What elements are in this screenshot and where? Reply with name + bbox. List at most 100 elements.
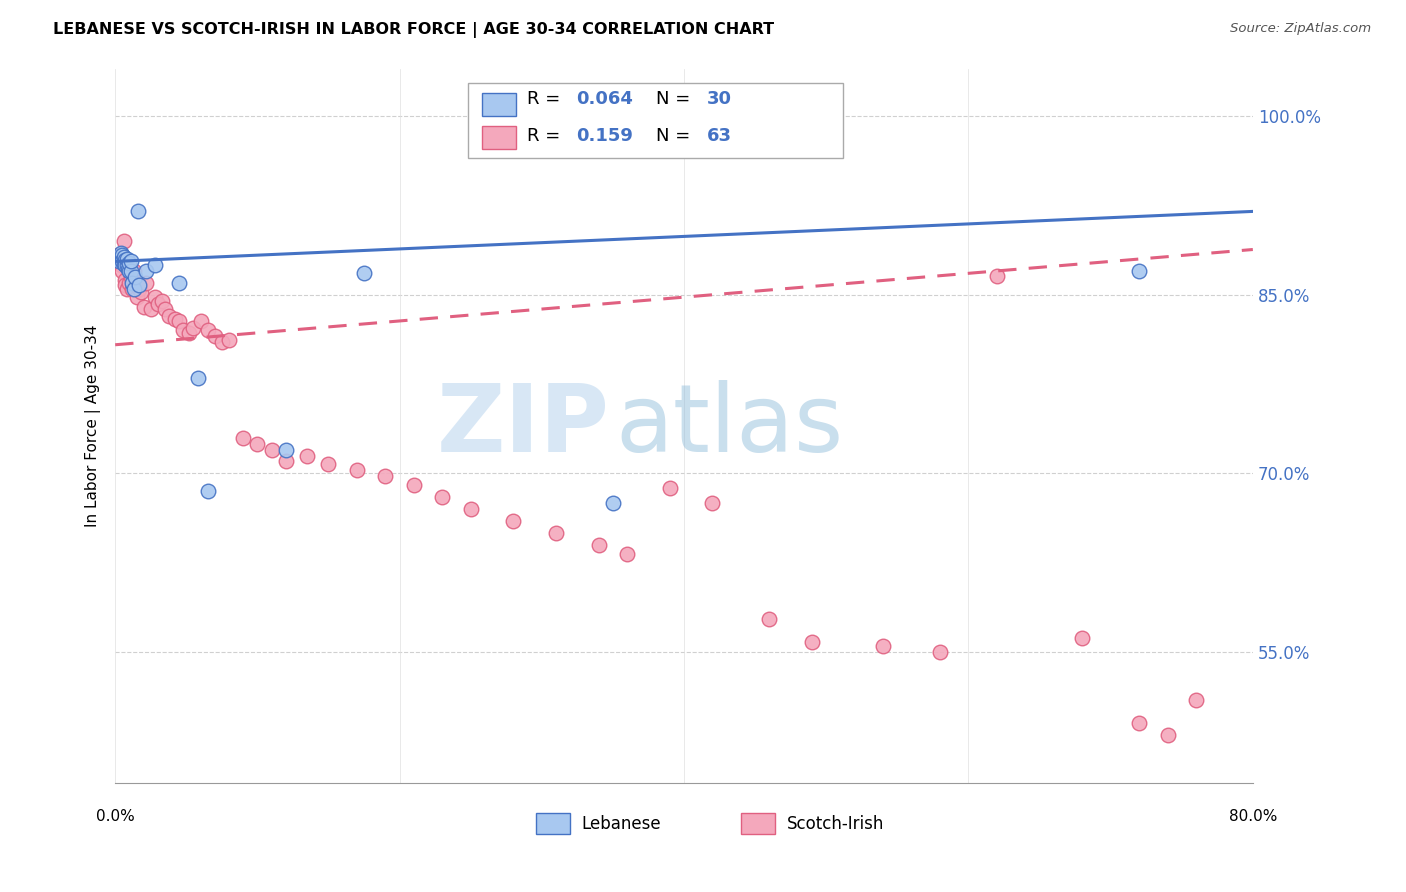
Point	[153, 301, 176, 316]
Point	[204, 329, 226, 343]
Point	[544, 525, 567, 540]
Point	[167, 276, 190, 290]
Point	[658, 481, 681, 495]
Point	[346, 463, 368, 477]
Point	[190, 314, 212, 328]
Point	[986, 268, 1008, 283]
Text: 0.159: 0.159	[576, 128, 633, 145]
Point	[132, 300, 155, 314]
Point	[758, 612, 780, 626]
Text: 80.0%: 80.0%	[1229, 809, 1277, 824]
Point	[127, 276, 149, 290]
Point	[124, 269, 146, 284]
Point	[143, 290, 166, 304]
Point	[602, 496, 624, 510]
Point	[115, 282, 138, 296]
Point	[274, 454, 297, 468]
Point	[139, 301, 162, 316]
Text: R =: R =	[527, 128, 567, 145]
Point	[1071, 631, 1094, 645]
Point	[702, 496, 724, 510]
Text: Lebanese: Lebanese	[582, 814, 661, 832]
Point	[128, 282, 150, 296]
Point	[929, 645, 952, 659]
Point	[122, 264, 145, 278]
Point	[121, 282, 143, 296]
Point	[460, 502, 482, 516]
Point	[150, 293, 173, 308]
Point	[432, 490, 454, 504]
Point	[117, 258, 139, 272]
Point	[187, 371, 209, 385]
Point	[1128, 716, 1150, 731]
Point	[260, 442, 283, 457]
Point	[135, 276, 157, 290]
Point	[246, 436, 269, 450]
Point	[108, 254, 131, 268]
Point	[108, 255, 131, 269]
Point	[128, 278, 150, 293]
Text: 0.064: 0.064	[576, 89, 633, 108]
Point	[197, 484, 219, 499]
Text: R =: R =	[527, 89, 567, 108]
Point	[232, 431, 254, 445]
Point	[120, 269, 142, 284]
Point	[167, 314, 190, 328]
Text: 63: 63	[707, 128, 731, 145]
Point	[402, 478, 425, 492]
Point	[114, 258, 136, 272]
Point	[801, 635, 824, 649]
FancyBboxPatch shape	[741, 813, 775, 834]
Point	[127, 204, 149, 219]
Point	[120, 254, 142, 268]
Point	[112, 250, 135, 264]
Point	[121, 276, 143, 290]
Point	[111, 248, 134, 262]
Point	[111, 264, 134, 278]
Point	[107, 248, 129, 262]
Point	[502, 514, 524, 528]
Point	[114, 253, 136, 268]
Point	[115, 252, 138, 266]
Point	[114, 273, 136, 287]
Point	[318, 457, 340, 471]
Text: LEBANESE VS SCOTCH-IRISH IN LABOR FORCE | AGE 30-34 CORRELATION CHART: LEBANESE VS SCOTCH-IRISH IN LABOR FORCE …	[53, 22, 775, 38]
Point	[107, 252, 129, 266]
Point	[211, 335, 233, 350]
Point	[163, 311, 186, 326]
Text: atlas: atlas	[616, 380, 844, 472]
Point	[172, 323, 194, 337]
Text: 30: 30	[707, 89, 731, 108]
Point	[122, 282, 145, 296]
Point	[616, 547, 638, 561]
Text: N =: N =	[655, 128, 696, 145]
Point	[111, 254, 134, 268]
Point	[183, 321, 205, 335]
Y-axis label: In Labor Force | Age 30-34: In Labor Force | Age 30-34	[86, 325, 101, 527]
Point	[117, 261, 139, 276]
Point	[112, 257, 135, 271]
Point	[118, 276, 141, 290]
Text: Source: ZipAtlas.com: Source: ZipAtlas.com	[1230, 22, 1371, 36]
Point	[110, 246, 132, 260]
Point	[872, 639, 894, 653]
Text: ZIP: ZIP	[437, 380, 610, 472]
Point	[118, 255, 141, 269]
Point	[143, 258, 166, 272]
Point	[120, 264, 142, 278]
Point	[1156, 728, 1178, 742]
Text: Scotch-Irish: Scotch-Irish	[786, 814, 884, 832]
Point	[125, 290, 148, 304]
Point	[114, 278, 136, 293]
Point	[124, 282, 146, 296]
Point	[110, 258, 132, 272]
FancyBboxPatch shape	[536, 813, 571, 834]
Point	[218, 333, 240, 347]
FancyBboxPatch shape	[481, 93, 516, 116]
Text: N =: N =	[655, 89, 696, 108]
Point	[588, 538, 610, 552]
Point	[274, 442, 297, 457]
Point	[374, 468, 396, 483]
Point	[135, 264, 157, 278]
Point	[118, 264, 141, 278]
